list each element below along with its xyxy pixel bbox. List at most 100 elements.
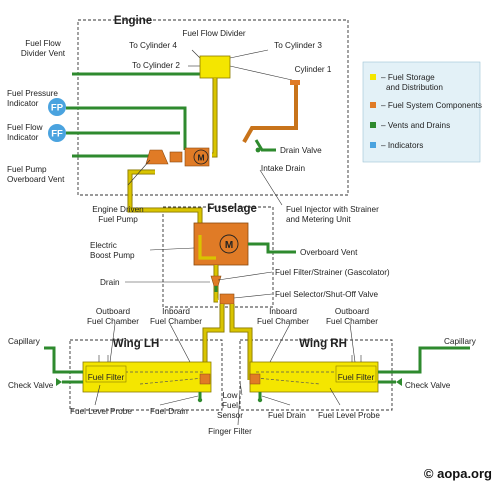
legend-swatch-vents (370, 122, 376, 128)
wing-rh-drain-dot (257, 397, 263, 403)
fuel-filter-strainer-label: Fuel Filter/Strainer (Gascolator) (275, 268, 390, 277)
fuel-selector-label: Fuel Selector/Shut-Off Valve (275, 290, 378, 299)
cylinder-1-nozzle (290, 80, 300, 85)
low-fuel-sensor-label-3: Sensor (217, 411, 243, 420)
outboard-chamber-l-label-2: Fuel Chamber (87, 317, 139, 326)
wing-lh-vent-tube (98, 355, 109, 362)
low-fuel-sensor-label-2: Fuel (222, 401, 238, 410)
fuel-level-probe-r-label: Fuel Level Probe (318, 411, 380, 420)
wing-rh-fuel-filter (335, 365, 377, 383)
low-fuel-sensor-label-1: Low (222, 391, 237, 400)
fuel-pressure-indicator-label-2: Indicator (7, 99, 39, 108)
fuel-flow-indicator-label-2: Indicator (7, 133, 39, 142)
fuel-selector-valve (219, 293, 235, 305)
fuel-injector-label-1: Fuel Injector with Strainer (286, 205, 379, 214)
fuselage-section-title: Fuselage (207, 203, 257, 215)
wing-lh-finger-filter (199, 373, 211, 385)
outboard-chamber-r-label-2: Fuel Chamber (326, 317, 378, 326)
legend-swatch-components (370, 102, 376, 108)
fuel-pressure-line (66, 106, 187, 150)
cylinder-1-pipe (242, 82, 298, 143)
overboard-vent-label: Overboard Vent (300, 248, 358, 257)
flow-divider-vent-label-1: Fuel Flow (25, 39, 61, 48)
to-cylinder-2-label: To Cylinder 2 (132, 61, 180, 70)
engine-driven-pump-line-fill (128, 170, 202, 235)
legend-box (362, 61, 481, 163)
engine-driven-pump-line (127, 169, 203, 235)
wing-feed-line-left-fill (203, 304, 224, 380)
wing-rh-vent-tube (351, 355, 362, 362)
capillary-r-label: Capillary (444, 337, 477, 346)
outboard-chamber-r-label-1: Outboard (335, 307, 370, 316)
fuel-level-probe-l-label: Fuel Level Probe (70, 407, 132, 416)
check-valve-r-icon (396, 378, 402, 386)
fuel-injector-motor-symbol: M (197, 153, 204, 163)
fuel-flow-indicator-icon (48, 124, 66, 142)
fuselage-section-box (162, 206, 274, 308)
fuel-injector-motor (193, 149, 209, 165)
inboard-chamber-l-label-2: Fuel Chamber (150, 317, 202, 326)
fuel-filter-strainer (210, 275, 222, 287)
inboard-chamber-l-label-1: Inboard (162, 307, 190, 316)
fuel-flow-indicator-label-1: Fuel Flow (7, 123, 43, 132)
drain-valve-label: Drain Valve (280, 146, 322, 155)
legend-swatch-indicators (370, 142, 376, 148)
cylinder-4-line (191, 49, 201, 59)
outboard-chamber-l-label-1: Outboard (96, 307, 131, 316)
fuel-pressure-indicator-label-1: Fuel Pressure (7, 89, 58, 98)
wing-lh-drain-dot (197, 397, 203, 403)
fuel-filter-r-label: Fuel Filter (338, 373, 375, 382)
engine-driven-pump-label-1: Engine Driven (92, 205, 144, 214)
legend-item-storage: – Fuel Storage and Distribution (370, 73, 443, 92)
electric-boost-pump-label-1: Electric (90, 241, 117, 250)
to-cylinder-4-label: To Cylinder 4 (129, 41, 177, 50)
inboard-chamber-r-label-2: Fuel Chamber (257, 317, 309, 326)
fuel-flow-indicator-text: FF (51, 129, 63, 140)
capillary-r-line (378, 346, 470, 374)
fuel-pressure-indicator-text: FP (51, 103, 64, 114)
cylinder-1-line (229, 65, 293, 81)
boost-pump-internal-line (198, 235, 216, 260)
legend-label-storage-2: and Distribution (386, 83, 443, 92)
wing-lh-fuel-filter (85, 365, 127, 383)
legend-item-vents: – Vents and Drains (370, 121, 450, 130)
wing-lh-section-box (69, 339, 223, 411)
leaders (94, 159, 356, 426)
finger-filter-label: Finger Filter (208, 427, 252, 436)
flow-divider-vent-label-2: Divider Vent (21, 49, 66, 58)
boost-pump-motor (219, 234, 239, 254)
copyright-label: © aopa.org (424, 466, 492, 481)
check-valve-l-label: Check Valve (8, 381, 54, 390)
legend-item-indicators: – Indicators (370, 141, 423, 150)
engine-driven-pump-label-2: Fuel Pump (98, 215, 138, 224)
legend-item-components: – Fuel System Components (370, 101, 482, 110)
engine-driven-fuel-pump (145, 149, 169, 165)
fuel-injector-label-2: and Metering Unit (286, 215, 351, 224)
fuel-pump-connector (169, 151, 183, 163)
check-valve-l-icon (56, 378, 62, 386)
engine-section-title: Engine (114, 15, 152, 27)
fuel-flow-divider-label: Fuel Flow Divider (182, 29, 246, 38)
cylinder-1-label: Cylinder 1 (295, 65, 332, 74)
check-valve-r-label: Check Valve (405, 381, 451, 390)
capillary-l-label: Capillary (8, 337, 41, 346)
wing-feed-line-right-fill (230, 304, 252, 380)
fuel-filter-l-label: Fuel Filter (88, 373, 125, 382)
wing-lh-section-title: Wing LH (113, 338, 160, 350)
fuel-supply-line-engine-fill (212, 78, 217, 157)
to-cylinder-3-label: To Cylinder 3 (274, 41, 322, 50)
intake-drain-label: Intake Drain (261, 164, 306, 173)
intake-drain-dot (255, 147, 261, 153)
fuel-pump-overboard-vent-label-2: Overboard Vent (7, 175, 65, 184)
overboard-vent-line (248, 242, 296, 254)
wing-rh-finger-filter (249, 373, 261, 385)
boost-pump-motor-symbol: M (225, 240, 233, 251)
inboard-chamber-r-label-1: Inboard (269, 307, 297, 316)
fuel-drain-l-label: Fuel Drain (150, 407, 188, 416)
wing-rh-section-title: Wing RH (299, 338, 347, 350)
fuel-drain-r-label: Fuel Drain (268, 411, 306, 420)
electric-boost-pump-label-2: Boost Pump (90, 251, 135, 260)
wing-feed-line-right (229, 304, 253, 380)
drain-label: Drain (100, 278, 120, 287)
